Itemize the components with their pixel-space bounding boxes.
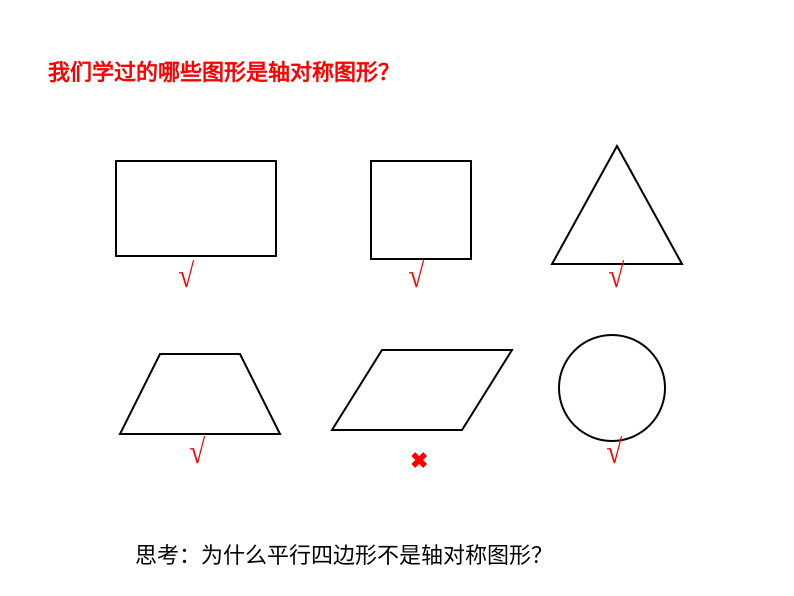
shape-square bbox=[370, 160, 472, 260]
mark-trapezoid: √ bbox=[189, 434, 205, 472]
mark-square: √ bbox=[408, 258, 424, 296]
question-text: 思考：为什么平行四边形不是轴对称图形？ bbox=[135, 538, 553, 570]
mark-circle: √ bbox=[606, 434, 622, 472]
shape-rectangle bbox=[115, 160, 277, 257]
shape-trapezoid bbox=[118, 352, 282, 436]
shape-triangle bbox=[550, 144, 684, 266]
mark-parallelogram: ✖ bbox=[410, 448, 428, 474]
shape-parallelogram bbox=[330, 348, 514, 432]
mark-triangle: √ bbox=[608, 258, 624, 296]
shape-circle bbox=[557, 333, 667, 443]
mark-rectangle: √ bbox=[178, 258, 194, 296]
page-title: 我们学过的哪些图形是轴对称图形？ bbox=[48, 55, 400, 87]
